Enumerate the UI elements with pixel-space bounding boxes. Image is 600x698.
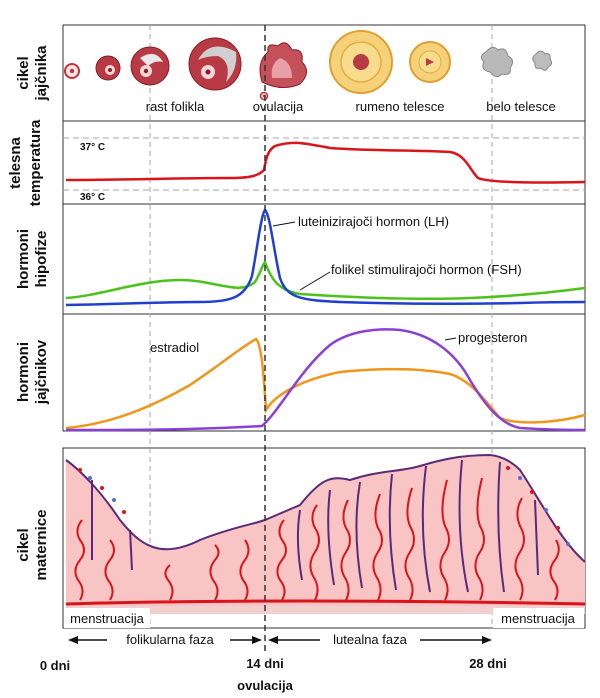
fsh-label: folikel stimulirajoči hormon (FSH) xyxy=(331,262,522,277)
menstruation-left-box xyxy=(64,608,150,628)
label-corpus-luteum: rumeno telesce xyxy=(356,99,445,114)
ovarian-title-1: hormoni xyxy=(15,342,32,402)
endometrium-layer xyxy=(66,455,585,606)
corpus-albicans-1-icon xyxy=(480,46,514,78)
uterus-panel-frame xyxy=(62,447,586,629)
temperature-title-1: telesna xyxy=(7,136,24,188)
label-ovulation: ovulacija xyxy=(253,99,304,114)
label-corpus-albicans: belo telesce xyxy=(486,99,555,114)
progesterone-label: progesteron xyxy=(458,330,527,345)
ovarian-hormone-chart: estradiol progesteron xyxy=(65,328,586,432)
menstrual-debris xyxy=(78,466,570,546)
axis-day-14: 14 dni xyxy=(246,656,284,671)
ruptured-follicle-icon xyxy=(259,42,307,101)
axis-day-28: 28 dni xyxy=(469,656,507,671)
corpus-luteum-large-icon xyxy=(329,30,393,94)
myometrium-strip xyxy=(66,606,585,614)
uterus-title-2: maternice xyxy=(33,510,50,581)
pituitary-chart: luteinizirajoči hormon (LH) folikel stim… xyxy=(65,208,586,307)
ovary-follicles: rast folikla ovulacija rumeno telesce be… xyxy=(64,30,556,114)
day-guides xyxy=(149,25,493,628)
lh-label: luteinizirajoči hormon (LH) xyxy=(298,214,449,229)
ovarian-hormone-panel-frame xyxy=(62,313,586,432)
temperature-title-2: temperatura xyxy=(27,119,44,206)
temperature-panel-frame xyxy=(62,120,586,205)
uterus-chart: menstruacija menstruacija xyxy=(64,453,586,628)
basal-vessel xyxy=(65,599,586,606)
luteal-phase-label: lutealna faza xyxy=(333,632,407,647)
temp-label-36: 36° C xyxy=(80,192,105,203)
label-follicle-growth: rast folikla xyxy=(146,99,205,114)
corpus-luteum-small-icon xyxy=(409,41,451,83)
uterine-glands xyxy=(91,459,539,593)
side-titles: cikel jajčnika telesna temperatura hormo… xyxy=(7,45,50,581)
temperature-curve xyxy=(65,141,586,184)
axis-day-0: 0 dni xyxy=(40,658,70,673)
axis-ovulation: ovulacija xyxy=(237,678,293,693)
temperature-chart: 37° C 36° C xyxy=(63,137,586,203)
endometrium-surface xyxy=(65,453,586,563)
progesterone-curve xyxy=(65,328,586,432)
pituitary-title-2: hipofize xyxy=(33,231,50,288)
follicle-4-icon xyxy=(188,37,242,91)
temp-label-37: 37° C xyxy=(80,142,105,153)
corpus-albicans-2-icon xyxy=(532,50,553,71)
follicular-phase-label: folikularna faza xyxy=(126,632,214,647)
ovarian-title-2: jajčnikov xyxy=(33,339,50,405)
follicle-2-icon xyxy=(95,55,121,81)
fsh-curve xyxy=(65,259,586,301)
menstruation-right-box xyxy=(493,608,584,628)
fsh-leader-line xyxy=(299,271,331,291)
uterus-title-1: cikel xyxy=(15,528,32,561)
estradiol-curve xyxy=(65,337,586,430)
menstruation-left-label: menstruacija xyxy=(70,611,144,626)
estradiol-label: estradiol xyxy=(150,340,199,355)
progesterone-leader-line xyxy=(444,337,457,341)
spiral-arteries xyxy=(74,477,560,601)
ovary-title-2: jajčnika xyxy=(33,45,50,102)
panel-frames xyxy=(62,24,586,629)
phase-arrows xyxy=(68,636,492,644)
follicle-1-icon xyxy=(64,63,80,79)
lh-curve xyxy=(65,208,586,307)
ovary-title-1: cikel xyxy=(15,56,32,89)
menstruation-right-label: menstruacija xyxy=(501,611,575,626)
pituitary-title-1: hormoni xyxy=(15,229,32,289)
lh-leader-line xyxy=(272,221,296,227)
follicle-3-icon xyxy=(130,46,170,86)
